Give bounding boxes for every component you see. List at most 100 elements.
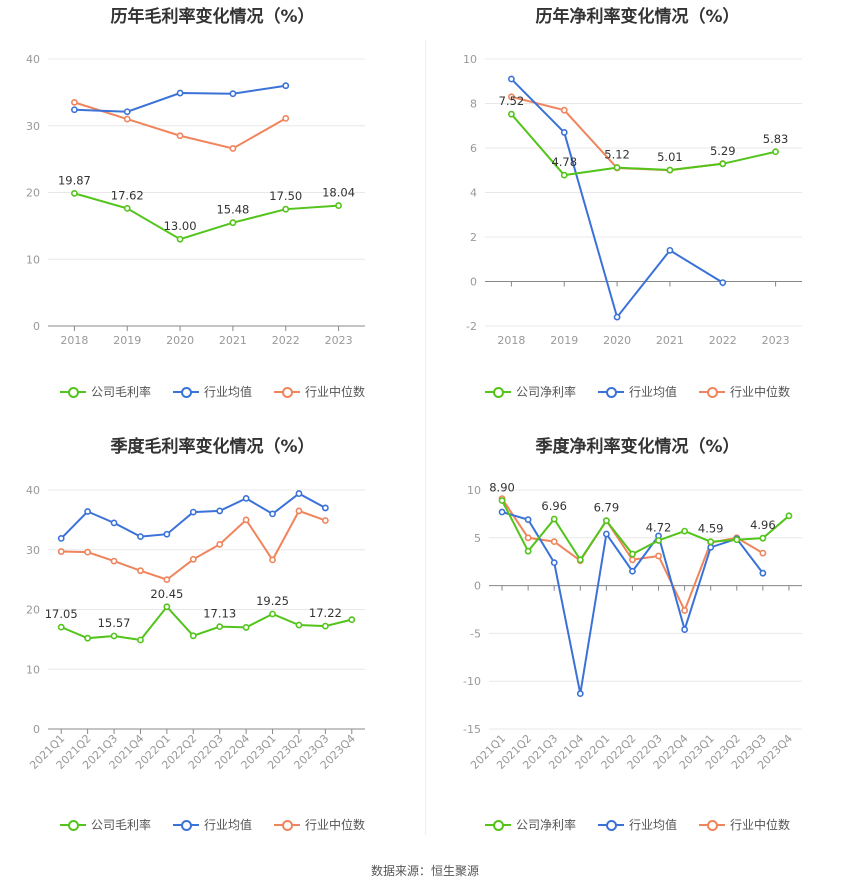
data-point — [508, 75, 515, 83]
data-point — [71, 189, 78, 197]
series-line-company — [510, 113, 776, 177]
data-point — [613, 164, 621, 171]
y-tick-label: 30 — [26, 120, 40, 133]
legend-label: 行业均值 — [203, 385, 252, 399]
data-label: 17.13 — [203, 607, 236, 621]
x-tick-label: 2018 — [497, 334, 525, 347]
data-point — [229, 219, 237, 227]
data-label: 19.25 — [256, 594, 289, 608]
data-point — [176, 132, 184, 140]
data-label: 15.57 — [98, 616, 131, 630]
data-point — [269, 510, 276, 518]
legend-label: 公司净利率 — [515, 385, 576, 399]
legend-item-median[interactable]: 行业中位数 — [274, 383, 365, 400]
y-tick-label: 20 — [26, 604, 40, 617]
legend-swatch-avg — [172, 386, 199, 398]
y-tick-label: 8 — [470, 98, 477, 111]
legend-item-median[interactable]: 行业中位数 — [699, 383, 790, 400]
chart-canvas: 0102030402021Q12021Q22021Q32021Q42022Q12… — [26, 484, 365, 772]
data-point — [498, 497, 506, 504]
data-point — [772, 148, 779, 156]
y-tick-label: 10 — [463, 53, 477, 66]
y-tick-label: 0 — [33, 320, 40, 333]
y-tick-label: 40 — [26, 484, 40, 497]
x-tick-label: 2020 — [603, 334, 631, 347]
data-point — [348, 616, 356, 624]
data-label: 5.12 — [604, 148, 630, 162]
data-point — [655, 552, 662, 560]
data-point — [560, 171, 568, 179]
data-label: 5.01 — [657, 150, 683, 164]
data-point — [733, 536, 741, 544]
data-point — [137, 567, 144, 575]
data-point — [163, 603, 171, 611]
quarterly-net-margin-panel: -15 -10 -5 0 5 10 2021Q1 2021Q2 2021Q3 2021Q4 2022… — [425, 430, 850, 860]
y-tick-label: 6 — [470, 142, 477, 155]
data-point — [759, 549, 767, 557]
series-line-company — [60, 605, 353, 642]
legend-item-avg[interactable]: 行业均值 — [172, 383, 252, 400]
data-point — [216, 540, 224, 548]
legend-swatch-median — [274, 819, 300, 831]
x-tick-label: 2019 — [113, 334, 141, 347]
x-tick-label: 2022 — [709, 334, 737, 347]
legend: 公司毛利率 行业均值 行业中位数 — [0, 816, 425, 833]
legend-label: 行业均值 — [628, 818, 677, 832]
legend-item-company[interactable]: 公司毛利率 — [59, 816, 151, 833]
data-point — [524, 516, 532, 524]
legend-item-avg[interactable]: 行业均值 — [597, 383, 677, 400]
data-label: 4.96 — [750, 518, 776, 532]
chart-title: 季度毛利率变化情况（%） — [110, 437, 315, 457]
data-label: 6.79 — [594, 501, 620, 515]
chart-canvas: 0 10 20 30 40 2018 2019 2020 2021 2022 2023 19.87 17… — [26, 53, 365, 347]
data-point — [295, 507, 303, 515]
y-tick-label: 20 — [26, 187, 40, 200]
data-label: 4.72 — [646, 520, 672, 534]
data-label: 8.90 — [489, 481, 515, 495]
data-point — [576, 556, 584, 564]
legend-item-company[interactable]: 公司净利率 — [484, 383, 576, 400]
data-point — [508, 110, 515, 118]
data-point — [110, 557, 118, 565]
data-point — [707, 543, 715, 551]
legend-label: 行业中位数 — [730, 385, 791, 399]
data-point — [629, 567, 636, 575]
data-point — [229, 90, 237, 98]
series-line-avg — [60, 492, 326, 540]
data-label: 4.59 — [698, 522, 724, 536]
panel-divider — [425, 40, 426, 835]
data-point — [84, 508, 92, 515]
data-point — [110, 632, 118, 640]
data-point — [282, 82, 290, 90]
legend-swatch-median — [699, 386, 725, 398]
legend-swatch-avg — [597, 386, 624, 398]
quarterly-gross-margin-panel: 0 10 20 30 40 2021Q1 2021Q2 2021Q3 2021Q4 2022Q1 2… — [0, 430, 425, 860]
data-label: 19.87 — [58, 173, 91, 187]
data-point — [560, 129, 568, 136]
data-point — [550, 515, 558, 523]
data-point — [137, 533, 144, 541]
legend-item-company[interactable]: 公司净利率 — [484, 816, 576, 833]
legend-item-median[interactable]: 行业中位数 — [699, 816, 790, 833]
y-tick-label: -15 — [463, 723, 481, 736]
legend-item-avg[interactable]: 行业均值 — [172, 816, 252, 833]
legend-item-avg[interactable]: 行业均值 — [597, 816, 677, 833]
legend-item-median[interactable]: 行业中位数 — [274, 816, 365, 833]
y-tick-label: -5 — [470, 627, 481, 640]
data-label: 17.62 — [111, 188, 144, 202]
legend-item-company[interactable]: 公司毛利率 — [59, 383, 151, 400]
legend-swatch-median — [699, 819, 725, 831]
data-point — [189, 555, 197, 563]
legend-label: 公司毛利率 — [90, 818, 151, 832]
data-point — [719, 160, 727, 168]
data-point — [321, 517, 329, 524]
data-label: 7.52 — [499, 94, 525, 108]
series-line-avg — [74, 84, 286, 113]
y-tick-label: 10 — [467, 484, 481, 497]
data-point — [524, 547, 532, 555]
series-line-median — [61, 509, 326, 581]
x-tick-label: 2022 — [272, 334, 300, 347]
series-line-company — [501, 500, 790, 562]
y-tick-label: 40 — [26, 53, 40, 66]
legend-swatch-avg — [172, 819, 199, 831]
